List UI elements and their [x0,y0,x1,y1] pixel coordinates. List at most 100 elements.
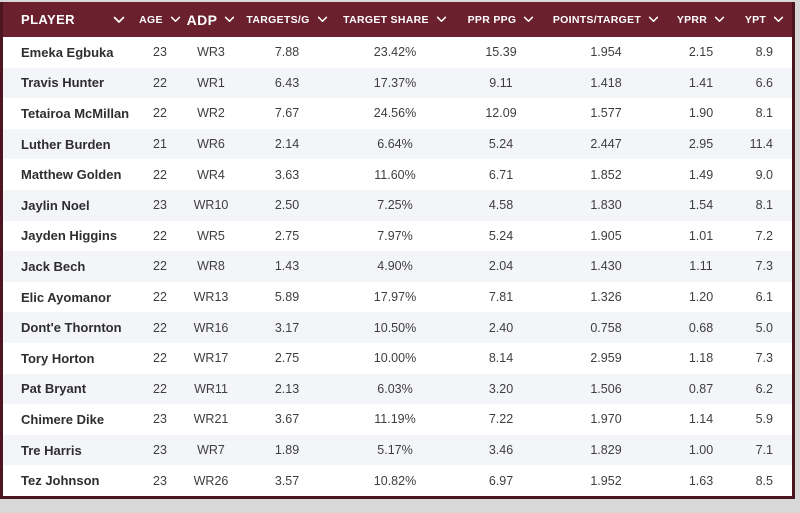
target-share-cell: 24.56% [373,106,417,121]
targets-per-game-cell: 7.88 [274,45,300,60]
column-header-points-per-target[interactable]: POINTS/TARGET [547,2,665,37]
points-per-target-cell: 1.830 [590,198,622,213]
column-label: YPT [744,13,767,26]
adp-cell: WR2 [197,106,225,121]
player-stats-table-frame: PLAYER AGE ADP [0,2,795,499]
target-share-cell: 4.90% [377,259,413,274]
targets-per-game-cell: 5.89 [274,290,300,305]
points-per-target-cell: 1.954 [590,45,622,60]
player-name-cell: Travis Hunter [21,75,105,91]
target-share-cell: 11.60% [374,167,416,182]
ypt-cell: 7.3 [755,351,773,366]
chevron-down-icon [773,16,784,22]
points-per-target-cell: 1.506 [590,381,622,396]
ppr-ppg-cell: 2.04 [488,259,514,274]
column-label: PPR PPG [467,13,517,26]
column-header-adp[interactable]: ADP [183,2,239,37]
column-header-age[interactable]: AGE [137,2,183,37]
age-cell: 23 [153,198,167,213]
table-row[interactable]: Jayden Higgins 22 WR5 2.75 7.97% 5.24 1.… [3,220,792,252]
yprr-cell: 1.49 [688,167,714,182]
table-row[interactable]: Tez Johnson 23 WR26 3.57 10.82% 6.97 1.9… [3,465,792,496]
yprr-cell: 1.01 [688,228,714,243]
yprr-cell: 1.14 [688,412,714,427]
yprr-cell: 2.15 [688,45,714,60]
target-share-cell: 7.25% [377,198,413,213]
table-row[interactable]: Jack Bech 22 WR8 1.43 4.90% 2.04 1.430 1… [3,251,792,282]
yprr-cell: 1.41 [688,75,714,90]
table-row[interactable]: Travis Hunter 22 WR1 6.43 17.37% 9.11 1.… [3,67,792,99]
table-row[interactable]: Chimere Dike 23 WR21 3.67 11.19% 7.22 1.… [3,404,792,435]
player-name-cell: Matthew Golden [21,167,122,183]
adp-cell: WR21 [193,412,229,427]
player-name-cell: Jaylin Noel [21,197,90,213]
ypt-cell: 6.1 [755,290,773,305]
points-per-target-cell: 1.852 [590,167,622,182]
age-cell: 23 [153,45,167,60]
column-header-target-share[interactable]: TARGET SHARE [335,2,455,37]
chevron-down-icon [648,16,659,22]
points-per-target-cell: 1.326 [590,290,622,305]
target-share-cell: 7.97% [377,228,413,243]
yprr-cell: 1.11 [689,259,713,274]
table-row[interactable]: Pat Bryant 22 WR11 2.13 6.03% 3.20 1.506… [3,373,792,405]
adp-cell: WR8 [197,259,225,274]
table-row[interactable]: Matthew Golden 22 WR4 3.63 11.60% 6.71 1… [3,159,792,190]
ypt-cell: 8.1 [755,106,773,121]
ypt-cell: 5.0 [755,320,773,335]
player-name-cell: Chimere Dike [21,411,105,427]
adp-cell: WR10 [193,198,229,213]
chevron-down-icon [715,16,725,22]
adp-cell: WR4 [197,167,225,182]
ypt-cell: 8.1 [755,198,773,213]
adp-cell: WR1 [197,75,225,90]
ppr-ppg-cell: 3.20 [488,381,514,396]
points-per-target-cell: 0.758 [590,320,622,335]
ppr-ppg-cell: 8.14 [488,351,514,366]
ppr-ppg-cell: 9.11 [489,75,513,90]
adp-cell: WR11 [194,381,228,396]
column-label: PLAYER [21,12,75,27]
table-row[interactable]: Dont'e Thornton 22 WR16 3.17 10.50% 2.40… [3,312,792,343]
table-row[interactable]: Jaylin Noel 23 WR10 2.50 7.25% 4.58 1.83… [3,189,792,221]
column-header-targets-per-game[interactable]: TARGETS/G [239,2,335,37]
target-share-cell: 11.19% [374,412,416,427]
ypt-cell: 9.0 [755,167,773,182]
target-share-cell: 17.97% [373,290,417,305]
column-header-player[interactable]: PLAYER [3,2,137,37]
age-cell: 22 [153,228,167,243]
yprr-cell: 1.20 [688,290,714,305]
column-header-yprr[interactable]: YPRR [665,2,737,37]
column-header-ypt[interactable]: YPT [737,2,792,37]
age-cell: 22 [153,381,167,396]
points-per-target-cell: 1.905 [590,228,622,243]
column-label: YPRR [676,13,708,26]
table-row[interactable]: Tetairoa McMillan 22 WR2 7.67 24.56% 12.… [3,98,792,129]
table-row[interactable]: Emeka Egbuka 23 WR3 7.88 23.42% 15.39 1.… [3,37,792,68]
chevron-down-icon [225,16,235,22]
table-row[interactable]: Elic Ayomanor 22 WR13 5.89 17.97% 7.81 1… [3,281,792,313]
table-row[interactable]: Luther Burden 21 WR6 2.14 6.64% 5.24 2.4… [3,128,792,160]
points-per-target-cell: 1.970 [590,412,622,427]
chevron-down-icon [170,16,181,22]
age-cell: 22 [153,259,167,274]
target-share-cell: 23.42% [373,45,417,60]
points-per-target-cell: 1.829 [590,443,622,458]
table-row[interactable]: Tre Harris 23 WR7 1.89 5.17% 3.46 1.829 … [3,434,792,466]
points-per-target-cell: 1.430 [590,259,622,274]
ppr-ppg-cell: 12.09 [485,106,517,121]
player-stats-table: PLAYER AGE ADP [3,2,792,496]
ppr-ppg-cell: 5.24 [488,137,514,152]
adp-cell: WR16 [193,320,229,335]
ppr-ppg-cell: 3.46 [488,443,514,458]
table-row[interactable]: Tory Horton 22 WR17 2.75 10.00% 8.14 2.9… [3,342,792,374]
ppr-ppg-cell: 7.22 [488,412,514,427]
player-name-cell: Dont'e Thornton [21,320,122,336]
ppr-ppg-cell: 7.81 [488,290,514,305]
column-label: AGE [139,13,163,26]
points-per-target-cell: 1.952 [590,473,622,488]
adp-cell: WR7 [197,443,225,458]
player-name-cell: Tetairoa McMillan [21,105,130,121]
target-share-cell: 10.00% [373,351,417,366]
column-header-ppr-ppg[interactable]: PPR PPG [455,2,547,37]
